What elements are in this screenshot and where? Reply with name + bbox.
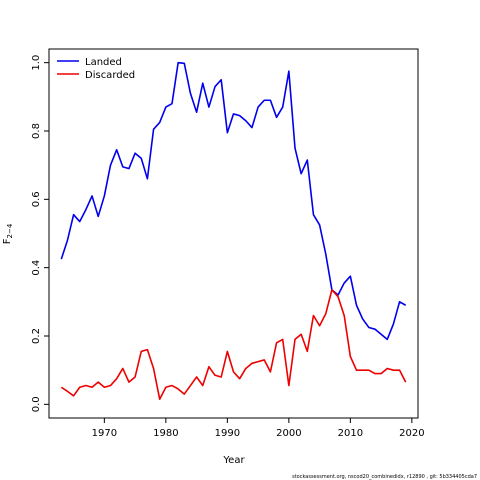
x-tick-label: 1970 <box>92 428 117 439</box>
y-tick-label: 0.0 <box>31 396 42 412</box>
y-tick-label: 0.2 <box>31 328 42 344</box>
legend-label-landed: Landed <box>85 57 122 68</box>
y-tick-label: 1.0 <box>31 55 42 71</box>
x-axis: 1970 1980 1990 2000 2010 2020 <box>92 418 425 439</box>
series-layer <box>60 61 407 401</box>
x-tick-label: 1980 <box>153 428 178 439</box>
plot-frame <box>48 48 419 419</box>
series-line-discarded <box>60 289 407 401</box>
legend: Landed Discarded <box>57 57 135 81</box>
x-tick-label: 2010 <box>338 428 363 439</box>
x-tick-label: 1990 <box>215 428 240 439</box>
y-axis-title-subscript: 2−4 <box>6 223 14 238</box>
y-tick-label: 0.6 <box>31 191 42 207</box>
x-axis-title: Year <box>222 455 245 466</box>
x-tick-label: 2020 <box>399 428 424 439</box>
y-tick-label: 0.8 <box>31 123 42 139</box>
y-axis-title: F2−4 <box>2 223 14 244</box>
x-tick-label: 2000 <box>276 428 301 439</box>
footer-text: stockassessment.org, nscod20_combinedidx… <box>292 474 477 480</box>
legend-label-discarded: Discarded <box>85 70 135 81</box>
y-tick-label: 0.4 <box>31 260 42 276</box>
series-line-landed <box>60 61 407 341</box>
y-axis: 0.0 0.2 0.4 0.6 0.8 1.0 <box>31 55 49 412</box>
y-axis-title-main: F <box>2 238 13 244</box>
